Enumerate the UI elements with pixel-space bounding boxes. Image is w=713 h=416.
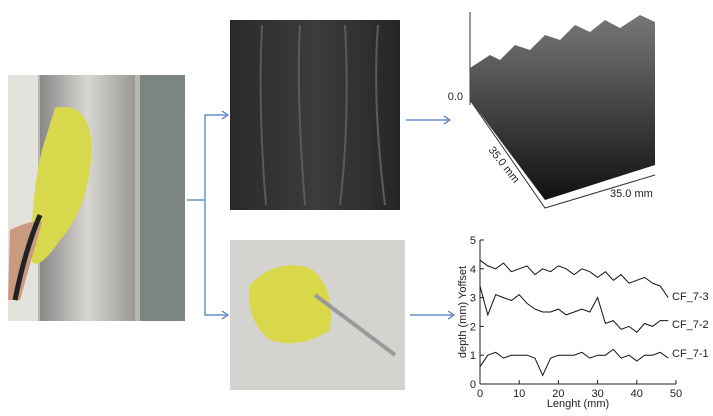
z-label: 0.0 [448, 91, 463, 103]
column-photo [8, 75, 185, 321]
series-label: CF_7-1 [672, 348, 709, 360]
y-tick-label: 3 [470, 293, 476, 305]
surface-plot: 0.0 35.0 mm 35.0 mm [448, 12, 655, 208]
x-tick-label: 0 [477, 388, 483, 400]
y-axis-label: depth (mm) Yoffset [457, 266, 469, 358]
y-tick-label: 2 [470, 321, 476, 333]
x-axis-label: Lenght (mm) [547, 398, 609, 410]
x-tick-label: 50 [670, 388, 682, 400]
y-tick-label: 1 [470, 350, 476, 362]
figure: 0.0 35.0 mm 35.0 mm 01234501020304050Len… [0, 0, 713, 411]
y-tick-label: 4 [470, 264, 476, 276]
sample-photo [230, 240, 405, 390]
series-label: CF_7-3 [672, 291, 709, 303]
axis-label: 35.0 mm [610, 188, 653, 200]
chart-panel [468, 232, 708, 402]
x-tick-label: 10 [513, 388, 525, 400]
sem-image [230, 20, 400, 210]
series-label: CF_7-2 [672, 319, 709, 331]
y-tick-label: 5 [470, 235, 476, 247]
y-tick-label: 0 [470, 379, 476, 391]
x-tick-label: 40 [631, 388, 643, 400]
